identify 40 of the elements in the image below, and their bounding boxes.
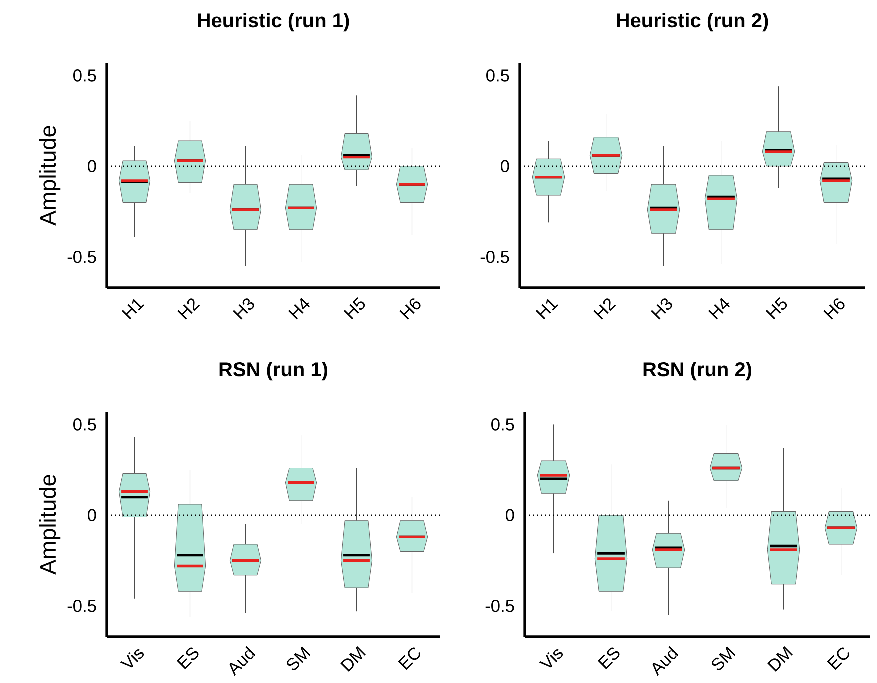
x-tick-label: H2 [178,298,200,320]
y-tick-label: 0.5 [74,418,96,431]
y-tick-label: 0.5 [486,70,510,82]
x-tick-label: EC [827,648,850,670]
x-tick-label: H3 [651,298,672,320]
x-tick-label: DM [340,646,366,672]
y-tick-label: -0.5 [68,251,96,264]
x-tick-label: ES [598,648,620,670]
y-tick-label: 0.5 [74,70,96,82]
chart-title: RSN (run 1) [220,362,328,381]
x-tick-label: ES [176,648,199,670]
y-tick-label: 0 [88,160,96,173]
chart-title: Heuristic (run 1) [198,13,350,32]
chart-title: Heuristic (run 2) [617,13,768,32]
y-axis-title: Amplitude [39,126,61,226]
x-tick-label: H3 [233,298,254,320]
x-tick-label: H2 [594,298,616,320]
x-tick-label: H4 [288,298,310,320]
y-tick-label: -0.5 [480,251,510,264]
chart-title: RSN (run 2) [644,362,752,381]
x-tick-label: SM [287,646,311,671]
x-tick-label: H5 [766,298,788,320]
x-tick-label: H6 [824,298,845,320]
x-tick-label: H5 [344,298,366,320]
y-tick-label: 0.5 [492,418,514,431]
x-tick-label: SM [712,646,736,671]
x-tick-label: H6 [400,298,421,320]
y-tick-label: 0 [88,509,96,522]
y-axis-title: Amplitude [39,475,61,576]
y-tick-label: -0.5 [68,600,96,612]
y-tick-label: 0 [506,509,514,522]
x-tick-label: H1 [122,299,144,320]
y-tick-label: 0 [500,160,510,173]
x-tick-label: EC [398,648,420,670]
x-tick-label: H4 [708,298,730,320]
x-tick-label: H1 [536,299,558,320]
x-tick-label: Vis [539,650,564,668]
x-tick-label: Vis [120,650,144,668]
y-tick-label: -0.5 [486,600,514,612]
x-tick-label: DM [768,646,794,672]
